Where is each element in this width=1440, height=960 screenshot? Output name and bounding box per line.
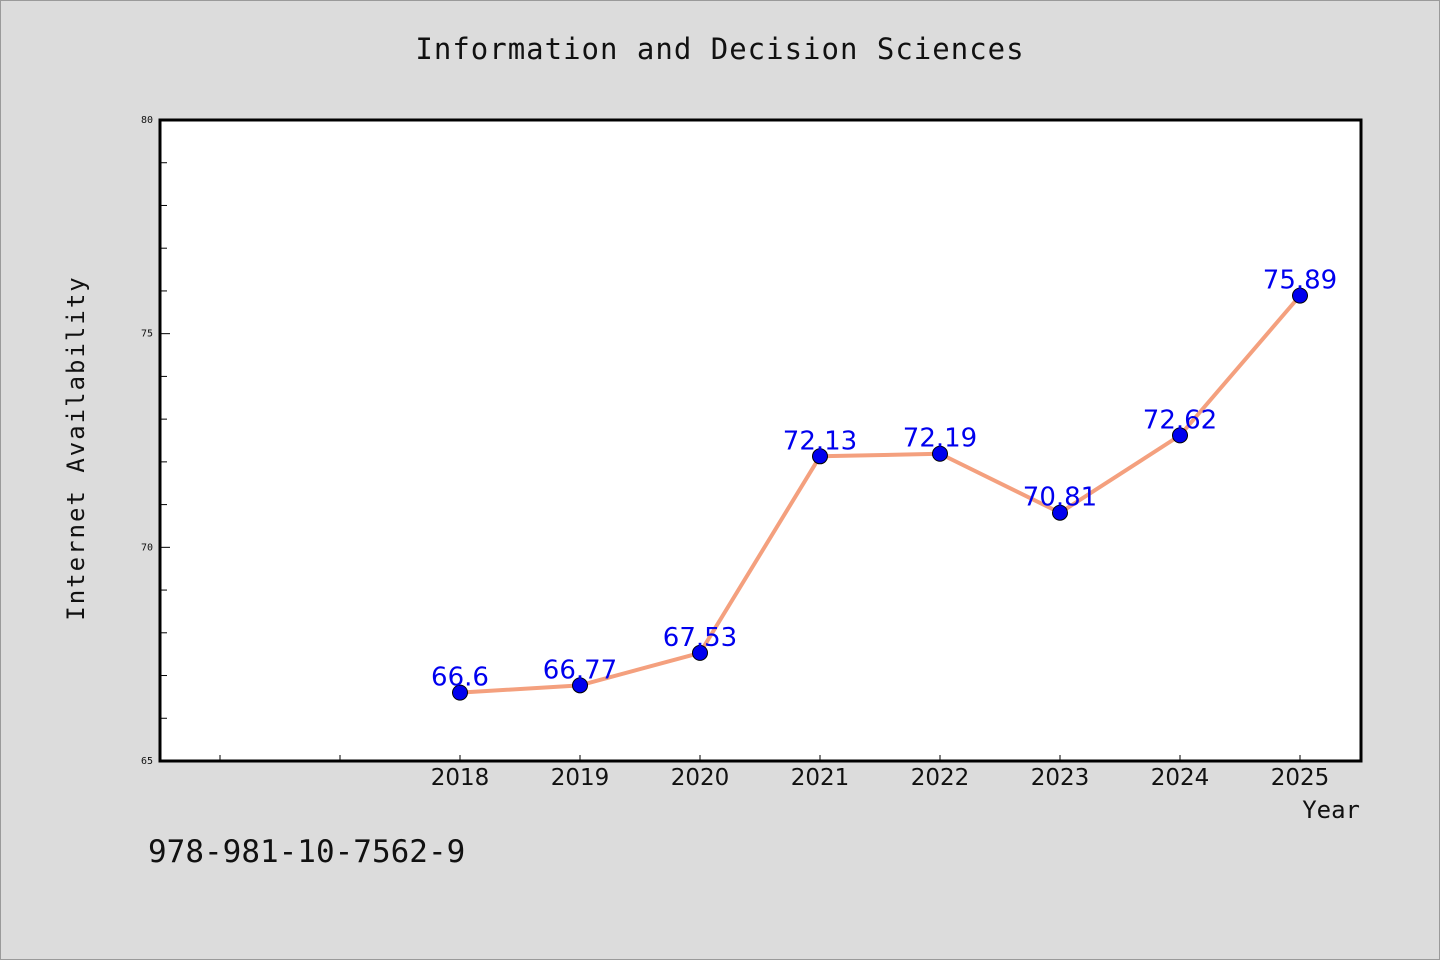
x-tick-label: 2020 <box>671 765 730 791</box>
y-tick-label: 80 <box>141 115 153 126</box>
data-label: 66.77 <box>543 655 617 685</box>
data-point <box>1052 504 1068 521</box>
x-tick-label: 2018 <box>431 765 490 791</box>
data-label: 72.19 <box>903 424 977 454</box>
x-tick-label: 2023 <box>1031 765 1090 791</box>
y-tick-label: 65 <box>141 756 153 767</box>
series-line <box>459 294 1302 695</box>
data-point <box>452 684 468 701</box>
data-label: 67.53 <box>663 623 737 653</box>
data-point <box>812 448 828 465</box>
data-label: 75.89 <box>1263 266 1337 296</box>
y-tick-label: 70 <box>141 542 153 553</box>
data-label: 72.62 <box>1143 405 1217 435</box>
chart-title: Information and Decision Sciences <box>415 32 1025 66</box>
data-label: 70.81 <box>1023 483 1097 513</box>
x-tick-label: 2021 <box>791 765 850 791</box>
x-tick-label: 2022 <box>911 765 970 791</box>
x-tick-label: 2024 <box>1151 765 1210 791</box>
data-label: 72.13 <box>783 426 857 456</box>
data-point <box>1172 427 1188 444</box>
x-tick-label: 2019 <box>551 765 610 791</box>
x-axis-label: Year <box>1302 796 1360 824</box>
data-point <box>932 445 948 462</box>
data-point <box>572 677 588 694</box>
data-label: 66.6 <box>431 663 489 693</box>
x-tick-label: 2025 <box>1271 765 1330 791</box>
isbn-footer: 978-981-10-7562-9 <box>148 834 466 870</box>
y-tick-label: 75 <box>141 329 153 340</box>
data-point <box>1292 287 1308 304</box>
data-point <box>692 644 708 661</box>
plot-area <box>158 118 1363 763</box>
